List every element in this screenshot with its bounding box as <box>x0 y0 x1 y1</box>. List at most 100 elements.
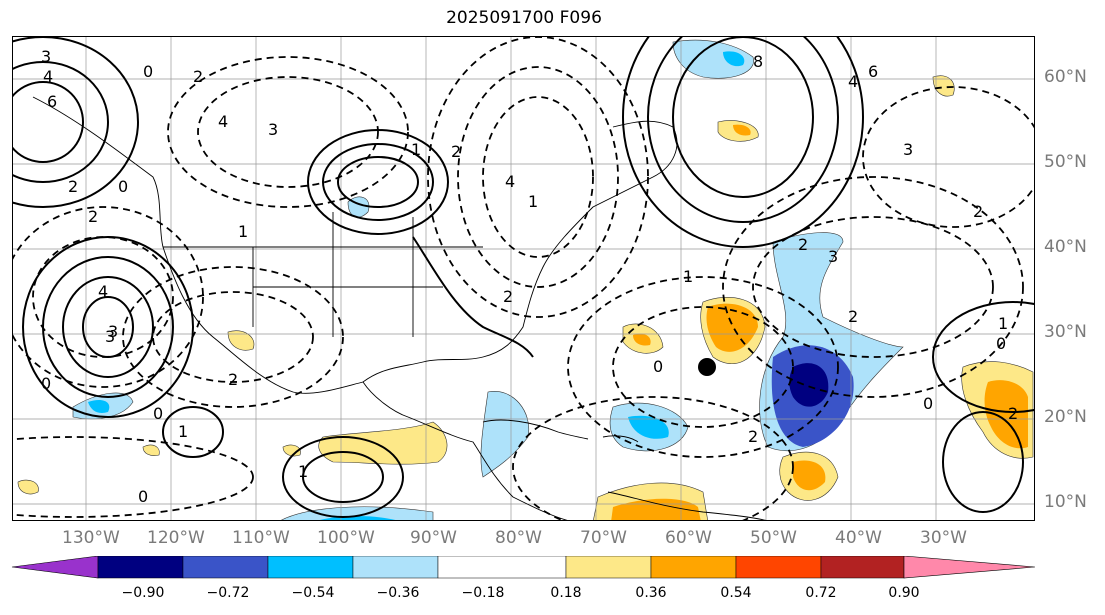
colorbar-tick-label: 0.18 <box>550 585 582 601</box>
contour-label: 0 <box>153 404 163 423</box>
anomaly-yellow-mexico <box>227 330 255 351</box>
colorbar <box>11 556 1036 579</box>
contour-label: 1 <box>178 422 188 441</box>
colorbar-tick-label: −0.18 <box>461 585 505 601</box>
contour-label: 4 <box>218 112 228 131</box>
colorbar-tick-label: 0.54 <box>720 585 752 601</box>
contour-label: 3 <box>105 327 115 346</box>
anomaly-light-blue-ne-atlantic <box>672 39 754 79</box>
contours-negative <box>13 37 1034 520</box>
contour-label: 2 <box>973 202 983 221</box>
contour-label: 3 <box>828 247 838 266</box>
anomaly-yellow-gulf <box>318 421 448 465</box>
contour-label: 1 <box>411 140 421 159</box>
anomaly-yellow-pacific-c <box>142 444 160 456</box>
contour-label: 0 <box>41 374 51 393</box>
lon-label: 80°W <box>495 528 542 548</box>
lat-label: 40°N <box>1044 237 1087 257</box>
contour-label: 6 <box>47 92 57 111</box>
contours-positive <box>13 37 1034 518</box>
contour-label: 1 <box>683 267 693 286</box>
lon-label: 40°W <box>835 528 882 548</box>
contour-label: 4 <box>848 72 858 91</box>
contour-label: 1 <box>998 314 1008 333</box>
storm-center-marker <box>698 358 716 376</box>
lon-label: 30°W <box>920 528 967 548</box>
lon-label: 120°W <box>147 528 205 548</box>
colorbar-bin <box>735 556 822 579</box>
colorbar-bin <box>437 556 567 579</box>
anomaly-orange-atl-core <box>706 303 758 352</box>
contour-label: 2 <box>451 142 461 161</box>
contour-label: 2 <box>88 207 98 226</box>
anomaly-blue-pacific-s <box>281 506 434 520</box>
lon-label: 50°W <box>750 528 797 548</box>
anomaly-navy <box>789 363 829 407</box>
lon-label: 60°W <box>665 528 712 548</box>
anomaly-orange-ne <box>984 380 1028 449</box>
lon-label: 130°W <box>62 528 120 548</box>
contour-label: 0 <box>143 62 153 81</box>
colorbar-tick-label: 0.90 <box>888 585 920 601</box>
anomaly-blue-cuba <box>480 391 530 478</box>
contour-label: 2 <box>748 427 758 446</box>
contour-label: 0 <box>996 334 1006 353</box>
colorbar-tick-label: 0.72 <box>805 585 837 601</box>
contour-label: 3 <box>903 140 913 159</box>
lon-label: 90°W <box>410 528 457 548</box>
lat-label: 60°N <box>1044 67 1087 87</box>
lat-label: 50°N <box>1044 152 1087 172</box>
map-panel: 3 4 6 2 0 4 3 2 0 4 2 1 2 3 1 0 8 6 4 3 … <box>12 36 1035 521</box>
anomaly-orange-atl-w <box>633 333 651 346</box>
contour-label: 4 <box>43 67 53 86</box>
contour-label: 8 <box>753 52 763 71</box>
contour-label: 6 <box>868 62 878 81</box>
contour-label: 2 <box>503 287 513 306</box>
contour-label: 0 <box>923 394 933 413</box>
contour-label: 2 <box>228 370 238 389</box>
chart-title: 2025091700 F096 <box>446 8 602 28</box>
colorbar-bin <box>97 556 184 579</box>
contour-label: 2 <box>68 177 78 196</box>
contour-label: 3 <box>41 47 51 66</box>
anomaly-blue-pacific-w-core <box>88 400 110 413</box>
anomaly-shading <box>17 39 1034 520</box>
contour-label: 2 <box>193 67 203 86</box>
contour-label: 4 <box>505 172 515 191</box>
colorbar-bin <box>820 556 905 579</box>
colorbar-bin <box>182 556 269 579</box>
contour-label: 1 <box>298 462 308 481</box>
contour-label: 2 <box>798 235 808 254</box>
contour-label: 1 <box>528 192 538 211</box>
anomaly-orange-s <box>793 460 826 491</box>
contour-label: 1 <box>238 222 248 241</box>
lat-label: 20°N <box>1044 407 1087 427</box>
contour-label: 0 <box>653 357 663 376</box>
colorbar-tick-label: −0.72 <box>206 585 250 601</box>
colorbar-tick-label: −0.54 <box>291 585 335 601</box>
colorbar-tick-label: −0.36 <box>376 585 420 601</box>
contour-label: 2 <box>1008 404 1018 423</box>
contour-label: 0 <box>118 177 128 196</box>
anomaly-blue-caribbean-core <box>628 415 669 439</box>
lon-label: 70°W <box>580 528 627 548</box>
colorbar-bin <box>352 556 439 579</box>
colorbar-tick-label: −0.90 <box>121 585 165 601</box>
colorbar-bin <box>650 556 737 579</box>
colorbar-bin <box>267 556 354 579</box>
contour-label: 4 <box>98 282 108 301</box>
lon-label: 110°W <box>232 528 290 548</box>
colorbar-tick-label: 0.36 <box>635 585 667 601</box>
lon-label: 100°W <box>317 528 375 548</box>
map-svg: 3 4 6 2 0 4 3 2 0 4 2 1 2 3 1 0 8 6 4 3 … <box>13 37 1034 520</box>
anomaly-orange-labrador <box>733 124 751 136</box>
contour-label: 0 <box>138 487 148 506</box>
anomaly-yellow-pacific-sw <box>17 479 39 495</box>
contour-label-group: 3 4 6 2 0 4 3 2 0 4 2 1 2 3 1 0 8 6 4 3 … <box>41 47 1018 506</box>
contour-label: 3 <box>268 120 278 139</box>
contour-label: 2 <box>848 307 858 326</box>
lat-label: 10°N <box>1044 492 1087 512</box>
colorbar-over-arrow <box>903 556 1036 579</box>
lat-label: 30°N <box>1044 322 1087 342</box>
graticule <box>13 37 1034 520</box>
